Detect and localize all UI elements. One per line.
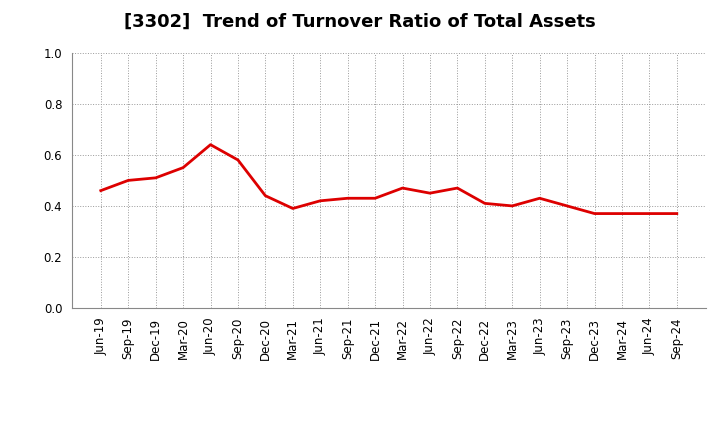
Text: [3302]  Trend of Turnover Ratio of Total Assets: [3302] Trend of Turnover Ratio of Total … bbox=[124, 13, 596, 31]
